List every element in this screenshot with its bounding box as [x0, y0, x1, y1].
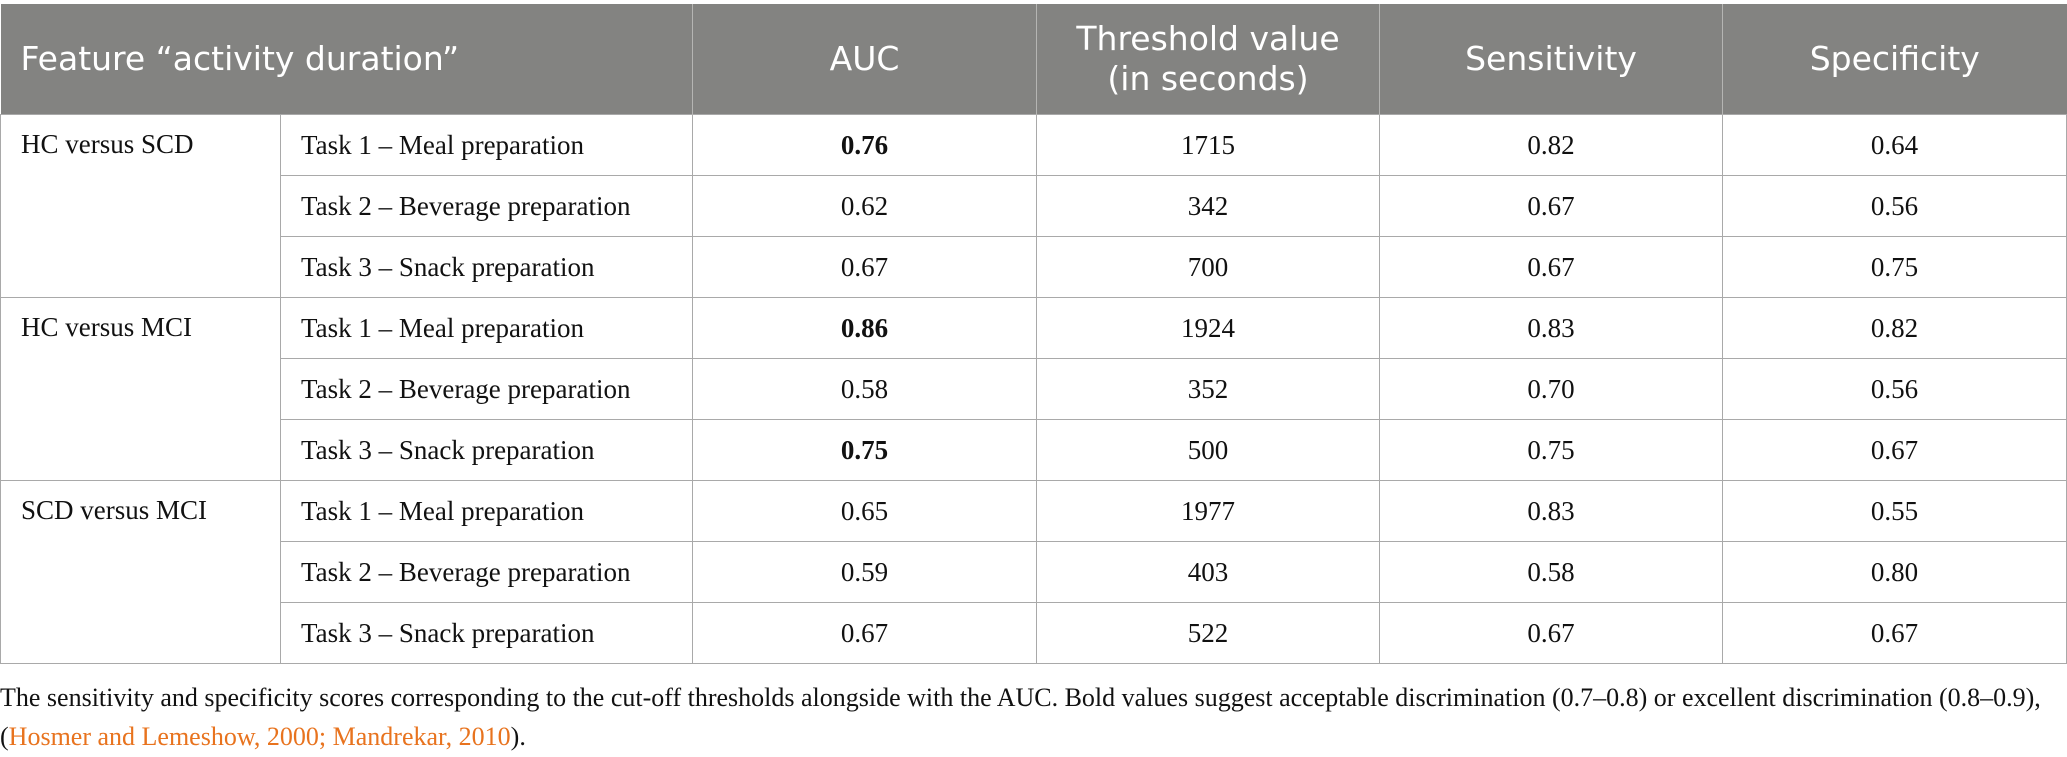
comparison-group-label: HC versus MCI	[0, 297, 281, 481]
specificity-cell: 0.67	[1722, 419, 2067, 481]
header-feature: Feature “activity duration”	[0, 4, 693, 115]
sensitivity-cell: 0.75	[1379, 419, 1724, 481]
results-table: Feature “activity duration” AUC Threshol…	[0, 4, 2067, 664]
sensitivity-cell: 0.67	[1379, 602, 1724, 664]
auc-cell: 0.67	[692, 602, 1038, 664]
auc-cell: 0.59	[692, 541, 1038, 603]
task-cell: Task 1 – Meal preparation	[279, 297, 694, 359]
specificity-cell: 0.80	[1722, 541, 2067, 603]
header-sensitivity: Sensitivity	[1379, 4, 1723, 115]
threshold-cell: 1977	[1036, 480, 1381, 542]
sensitivity-cell: 0.82	[1379, 114, 1724, 176]
table-row: Task 3 – Snack preparation 0.67 700 0.67 0.7…	[1, 236, 2067, 298]
threshold-cell: 1715	[1036, 114, 1381, 176]
task-cell: Task 3 – Snack preparation	[279, 602, 694, 664]
specificity-cell: 0.56	[1722, 175, 2067, 237]
threshold-cell: 1924	[1036, 297, 1381, 359]
threshold-cell: 522	[1036, 602, 1381, 664]
sensitivity-cell: 0.83	[1379, 297, 1724, 359]
task-cell: Task 3 – Snack preparation	[279, 236, 694, 298]
header-threshold: Threshold value (in seconds)	[1036, 4, 1380, 115]
specificity-cell: 0.67	[1722, 602, 2067, 664]
table-row: Task 2 – Beverage preparation 0.58 352 0.70…	[1, 358, 2067, 420]
auc-cell: 0.65	[692, 480, 1038, 542]
caption-citation-link[interactable]: Hosmer and Lemeshow, 2000; Mandrekar, 20…	[8, 722, 511, 751]
sensitivity-cell: 0.67	[1379, 236, 1724, 298]
header-threshold-line1: Threshold value	[1076, 19, 1340, 58]
specificity-cell: 0.82	[1722, 297, 2067, 359]
table-row: HC versus MCI Task 1 – Meal preparation 0.…	[0, 297, 2067, 481]
table-row: Task 2 – Beverage preparation 0.59 403 0.58…	[1, 541, 2067, 603]
auc-cell: 0.76	[692, 114, 1038, 176]
table-row: Task 3 – Snack preparation 0.67 522 0.67 0.6…	[1, 602, 2067, 664]
auc-cell: 0.62	[692, 175, 1038, 237]
task-cell: Task 2 – Beverage preparation	[279, 541, 694, 603]
sensitivity-cell: 0.58	[1379, 541, 1724, 603]
threshold-cell: 352	[1036, 358, 1381, 420]
auc-cell: 0.67	[692, 236, 1038, 298]
threshold-cell: 500	[1036, 419, 1381, 481]
sensitivity-cell: 0.70	[1379, 358, 1724, 420]
threshold-cell: 700	[1036, 236, 1381, 298]
specificity-cell: 0.75	[1722, 236, 2067, 298]
results-table-wrapper: Feature “activity duration” AUC Threshol…	[0, 4, 2067, 664]
task-cell: Task 1 – Meal preparation	[279, 114, 694, 176]
task-cell: Task 3 – Snack preparation	[279, 419, 694, 481]
sensitivity-cell: 0.67	[1379, 175, 1724, 237]
task-cell: Task 2 – Beverage preparation	[279, 358, 694, 420]
task-cell: Task 1 – Meal preparation	[279, 480, 694, 542]
header-row: Feature “activity duration” AUC Threshol…	[0, 4, 2067, 115]
table-row: SCD versus MCI Task 1 – Meal preparation 0…	[0, 480, 2067, 664]
specificity-cell: 0.56	[1722, 358, 2067, 420]
specificity-cell: 0.64	[1722, 114, 2067, 176]
threshold-cell: 342	[1036, 175, 1381, 237]
table-row: Task 2 – Beverage preparation 0.62 342 0.67…	[1, 175, 2067, 237]
header-specificity: Specificity	[1722, 4, 2067, 115]
specificity-cell: 0.55	[1722, 480, 2067, 542]
auc-cell: 0.58	[692, 358, 1038, 420]
task-cell: Task 2 – Beverage preparation	[279, 175, 694, 237]
threshold-cell: 403	[1036, 541, 1381, 603]
table-row: Task 3 – Snack preparation 0.75 500 0.75 0.6…	[1, 419, 2067, 481]
table-caption: The sensitivity and specificity scores c…	[0, 678, 2060, 756]
caption-text-end: ).	[510, 722, 526, 751]
table-body: HC versus SCD Task 1 – Meal preparation 0.…	[0, 114, 2067, 664]
header-threshold-line2: (in seconds)	[1107, 59, 1309, 98]
auc-cell: 0.75	[692, 419, 1038, 481]
table-header: Feature “activity duration” AUC Threshol…	[0, 4, 2067, 115]
header-auc: AUC	[692, 4, 1037, 115]
table-row: HC versus SCD Task 1 – Meal preparation 0.…	[0, 114, 2067, 298]
sensitivity-cell: 0.83	[1379, 480, 1724, 542]
comparison-group-label: HC versus SCD	[0, 114, 281, 298]
caption-text: The sensitivity and specificity scores c…	[0, 683, 2041, 751]
comparison-group-label: SCD versus MCI	[0, 480, 281, 664]
auc-cell: 0.86	[692, 297, 1038, 359]
